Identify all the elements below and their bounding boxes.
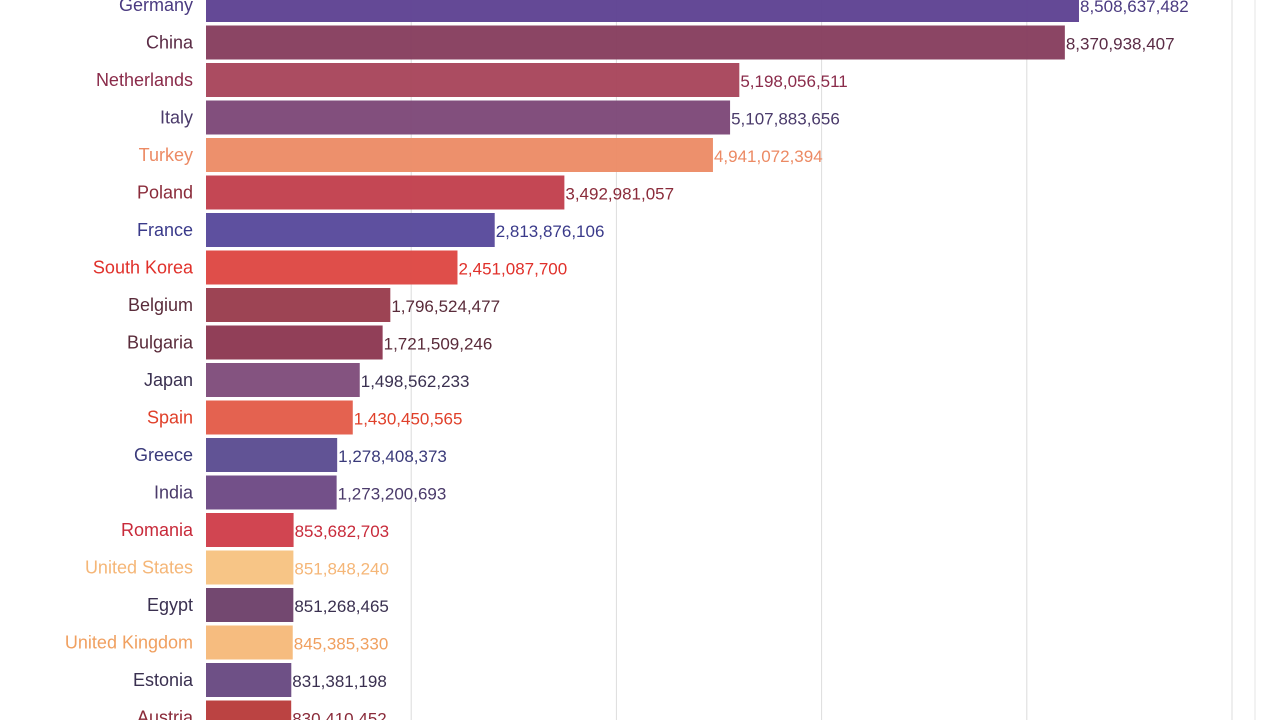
category-label: Germany: [119, 0, 193, 15]
bar-greece: [206, 438, 338, 472]
bar-estonia: [206, 663, 292, 697]
category-label: France: [137, 220, 193, 240]
bar-egypt: [206, 588, 294, 622]
value-label: 4,941,072,394: [714, 147, 823, 166]
bar-italy: [206, 100, 731, 135]
bar-netherlands: [206, 63, 740, 97]
bar-united-kingdom: [206, 625, 293, 660]
value-label: 3,492,981,057: [565, 185, 674, 204]
value-label: 1,796,524,477: [391, 297, 500, 316]
value-label: 851,848,240: [294, 560, 389, 579]
value-label: 1,273,200,693: [338, 485, 447, 504]
value-label: 831,381,198: [292, 672, 387, 691]
category-label: Estonia: [133, 670, 194, 690]
category-label: United Kingdom: [65, 633, 193, 653]
category-label: China: [146, 33, 194, 53]
bar-france: [206, 213, 495, 247]
bar-turkey: [206, 138, 713, 172]
value-label: 5,198,056,511: [740, 72, 847, 91]
bar-south-korea: [206, 250, 458, 285]
value-label: 1,278,408,373: [338, 447, 447, 466]
category-label: South Korea: [93, 258, 194, 278]
bar-romania: [206, 513, 294, 547]
bar-poland: [206, 175, 565, 210]
bar-austria: [206, 700, 292, 720]
value-label: 851,268,465: [294, 597, 389, 616]
value-label: 2,813,876,106: [496, 222, 605, 241]
bar-belgium: [206, 288, 391, 322]
category-label: Belgium: [128, 295, 193, 315]
value-label: 8,370,938,407: [1066, 35, 1175, 54]
category-label: Netherlands: [96, 70, 193, 90]
value-label: 853,682,703: [295, 522, 390, 541]
category-label: Romania: [121, 520, 194, 540]
category-label: Spain: [147, 408, 193, 428]
category-label: Greece: [134, 445, 193, 465]
value-label: 845,385,330: [294, 635, 389, 654]
category-label: Austria: [137, 708, 194, 720]
category-label: Poland: [137, 183, 193, 203]
bar-india: [206, 475, 337, 510]
value-label: 1,430,450,565: [354, 410, 463, 429]
category-label: United States: [85, 558, 193, 578]
category-label: Japan: [144, 370, 193, 390]
bar-germany: [206, 0, 1079, 22]
category-label: Egypt: [147, 595, 193, 615]
bar-china: [206, 25, 1065, 60]
value-label: 5,107,883,656: [731, 110, 840, 129]
bar-japan: [206, 363, 360, 397]
value-label: 1,721,509,246: [384, 335, 493, 354]
bar-united-states: [206, 550, 294, 585]
value-label: 830,410,452: [292, 710, 387, 720]
value-label: 1,498,562,233: [361, 372, 470, 391]
bar-spain: [206, 400, 353, 435]
value-label: 8,508,637,482: [1080, 0, 1189, 16]
category-label: Bulgaria: [127, 333, 194, 353]
category-label: India: [154, 483, 194, 503]
category-label: Turkey: [139, 145, 193, 165]
category-label: Italy: [160, 108, 193, 128]
value-label: 2,451,087,700: [458, 260, 567, 279]
bar-bulgaria: [206, 325, 383, 360]
